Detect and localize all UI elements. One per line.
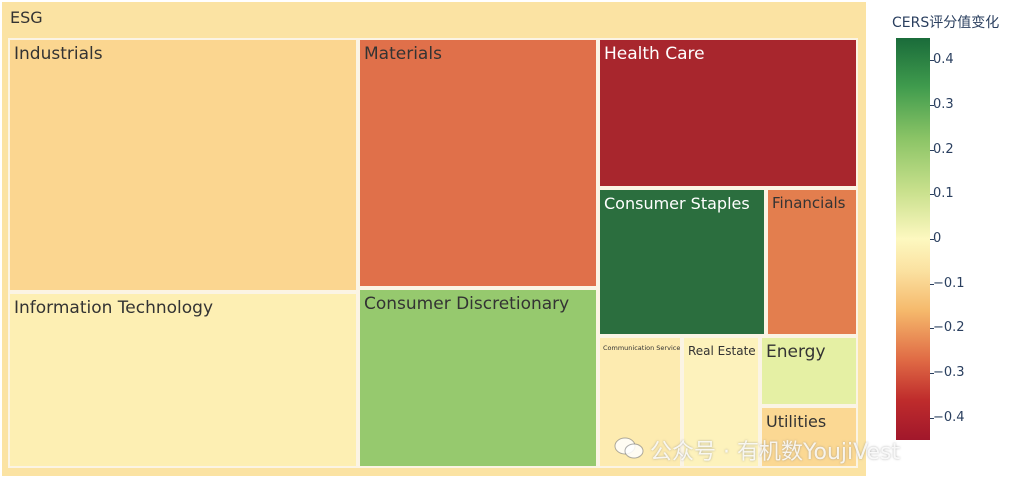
- colorbar-tick-label: −0.2: [933, 320, 965, 336]
- tile-label-utilities: Utilities: [766, 412, 827, 431]
- tile-label-industrials: Industrials: [14, 44, 103, 64]
- colorbar: [896, 38, 930, 440]
- colorbar-tick-mark: [930, 283, 934, 285]
- tile-label-financials: Financials: [772, 194, 846, 212]
- colorbar-tick-label: −0.1: [933, 275, 965, 291]
- tile-label-energy: Energy: [766, 342, 826, 362]
- tile-financials[interactable]: Financials: [766, 188, 858, 336]
- tile-label-consumer-discretionary: Consumer Discretionary: [364, 294, 570, 314]
- colorbar-tick-label: 0.4: [933, 52, 954, 68]
- colorbar-tick-label: 0.1: [933, 186, 954, 202]
- colorbar-tick-mark: [930, 105, 934, 106]
- tile-consumer-staples[interactable]: Consumer Staples: [598, 188, 766, 336]
- tile-energy[interactable]: Energy: [760, 336, 858, 406]
- colorbar-tick-mark: [930, 194, 934, 196]
- watermark-text: 公众号 · 有机数YoujiVest: [650, 440, 901, 465]
- tile-label-communication-services: Communication Services: [603, 344, 682, 352]
- tile-label-health-care: Health Care: [604, 44, 705, 64]
- tile-materials[interactable]: Materials: [358, 38, 598, 288]
- colorbar-tick-mark: [930, 60, 934, 62]
- tile-label-information-technology: Information Technology: [14, 298, 214, 318]
- tile-consumer-discretionary[interactable]: Consumer Discretionary: [358, 288, 598, 468]
- treemap: ESG Industrials Information Technology M…: [2, 2, 866, 476]
- colorbar-tick-mark: [930, 149, 934, 151]
- colorbar-tick-label: −0.3: [933, 365, 965, 380]
- colorbar-tick-label: 0.3: [933, 97, 954, 112]
- colorbar-tick-mark: [930, 417, 934, 419]
- colorbar-tick-label: 0.2: [933, 141, 954, 157]
- tile-label-consumer-staples: Consumer Staples: [604, 194, 750, 213]
- tile-industrials[interactable]: Industrials: [8, 38, 358, 292]
- wechat-icon: [614, 437, 644, 459]
- tile-information-technology[interactable]: Information Technology: [8, 292, 358, 468]
- tile-health-care[interactable]: Health Care: [598, 38, 858, 188]
- watermark: 公众号 · 有机数YoujiVest: [612, 434, 900, 466]
- colorbar-tick-mark: [930, 328, 934, 330]
- colorbar-tick-mark: [930, 373, 934, 374]
- tile-real-estate[interactable]: Real Estate: [682, 336, 760, 468]
- colorbar-title: CERS评分值变化: [892, 15, 1000, 31]
- tile-label-materials: Materials: [364, 44, 442, 64]
- tile-label-real-estate: Real Estate: [688, 344, 756, 358]
- colorbar-tick-label: −0.4: [933, 409, 965, 425]
- colorbar-tick-mark: [930, 239, 934, 240]
- colorbar-tick-label: 0: [933, 231, 942, 246]
- tile-utilities[interactable]: Utilities: [760, 406, 858, 468]
- treemap-root-label: ESG: [10, 8, 43, 27]
